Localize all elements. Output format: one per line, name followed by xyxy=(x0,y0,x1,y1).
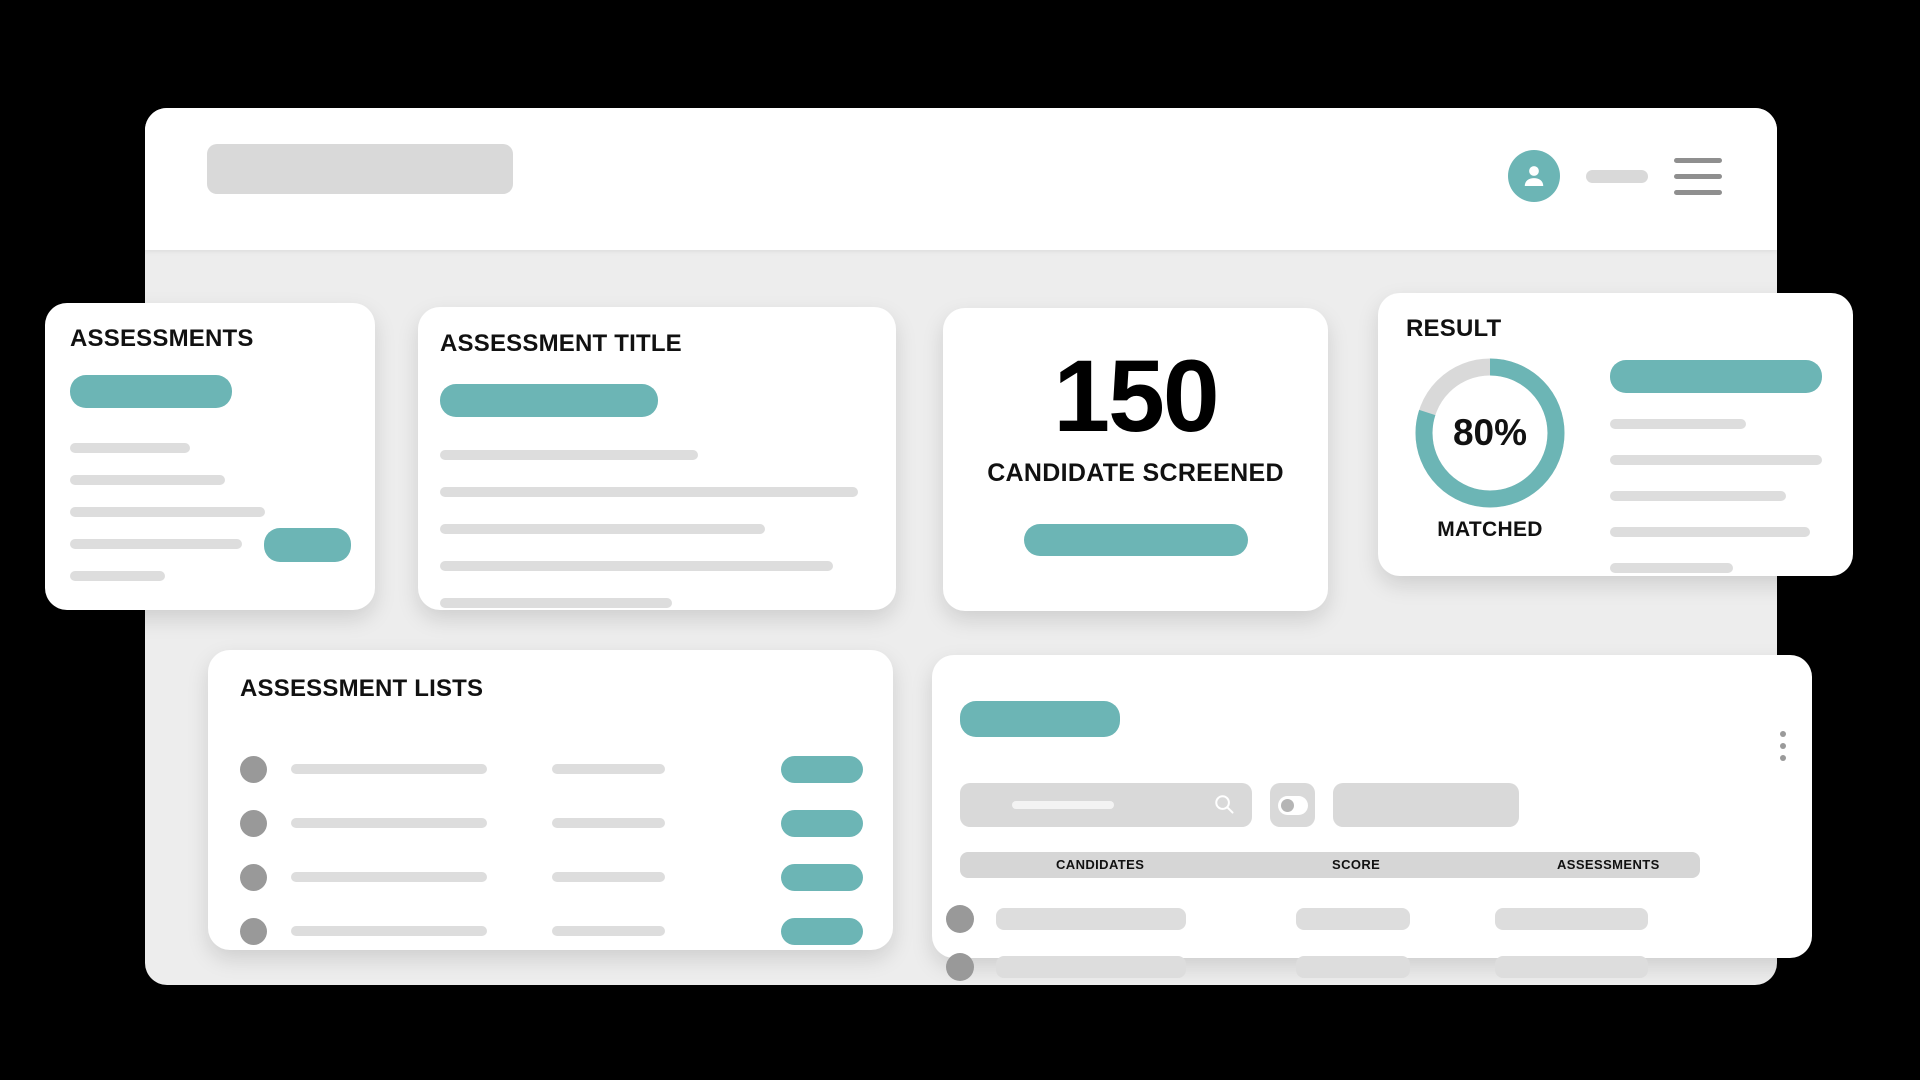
list-item-primary xyxy=(291,764,487,774)
table-body xyxy=(946,895,1746,991)
search-placeholder xyxy=(1012,801,1114,809)
result-percent-label: 80% xyxy=(1452,412,1528,453)
avatar xyxy=(240,863,267,891)
cell-assessment xyxy=(1495,908,1648,930)
search-input[interactable] xyxy=(960,783,1252,827)
assessment-lists-card[interactable]: ASSESSMENT LISTS xyxy=(208,650,893,950)
result-primary-bar[interactable] xyxy=(1610,360,1822,393)
result-heading: RESULT xyxy=(1406,315,1502,342)
avatar xyxy=(240,755,267,783)
table-toolbar xyxy=(960,783,1519,827)
screened-count: 150 xyxy=(1053,339,1219,453)
assessments-primary-bar[interactable] xyxy=(70,375,232,408)
avatar xyxy=(240,917,267,945)
table-row[interactable] xyxy=(946,895,1746,943)
header-actions xyxy=(1508,150,1722,202)
list-item-secondary xyxy=(552,764,665,774)
assessments-card[interactable]: ASSESSMENTS xyxy=(45,303,375,610)
list-item[interactable] xyxy=(240,850,863,904)
assessments-skeleton-lines xyxy=(70,443,342,603)
toggle-switch[interactable] xyxy=(1277,795,1308,815)
list-item-primary xyxy=(291,872,487,882)
candidates-table-card[interactable]: CANDIDATES SCORE ASSESSMENTS xyxy=(932,655,1812,981)
screened-caption: CANDIDATE SCREENED xyxy=(987,458,1284,487)
assessment-lists-rows xyxy=(240,742,863,958)
status-badge[interactable] xyxy=(781,809,863,837)
table-column-headers: CANDIDATES SCORE ASSESSMENTS xyxy=(960,852,1700,878)
list-item[interactable] xyxy=(240,796,863,850)
assessment-title-card[interactable]: ASSESSMENT TITLE xyxy=(418,307,896,610)
column-header-candidates: CANDIDATES xyxy=(1056,857,1145,872)
app-header xyxy=(145,108,1777,250)
page-title: ASSESSMENTS xyxy=(70,325,254,352)
status-badge[interactable] xyxy=(781,755,863,783)
list-item-secondary xyxy=(552,818,665,828)
assessment-title-heading: ASSESSMENT TITLE xyxy=(440,330,682,357)
list-item[interactable] xyxy=(240,742,863,796)
filter-toggle[interactable] xyxy=(1270,783,1315,827)
more-options-icon[interactable] xyxy=(1780,731,1786,761)
cell-candidate xyxy=(996,908,1186,930)
cell-score xyxy=(1296,908,1410,930)
column-header-score: SCORE xyxy=(1332,857,1381,872)
result-detail-lines xyxy=(1610,360,1822,573)
search-input[interactable] xyxy=(207,144,513,194)
avatar xyxy=(946,953,974,981)
table-title-bar[interactable] xyxy=(960,701,1120,737)
status-badge[interactable] xyxy=(781,863,863,891)
assessment-title-primary-bar[interactable] xyxy=(440,384,658,417)
list-item[interactable] xyxy=(240,904,863,958)
status-badge[interactable] xyxy=(781,917,863,945)
user-avatar-icon[interactable] xyxy=(1508,150,1560,202)
result-matched-caption: MATCHED xyxy=(1437,518,1543,541)
assessment-title-skeleton-lines xyxy=(440,450,860,635)
avatar xyxy=(240,809,267,837)
list-item-primary xyxy=(291,926,487,936)
assessment-lists-heading: ASSESSMENT LISTS xyxy=(240,675,484,702)
list-item-primary xyxy=(291,818,487,828)
list-item-secondary xyxy=(552,872,665,882)
cell-assessment xyxy=(1495,956,1648,978)
search-icon xyxy=(1213,793,1236,821)
list-item-secondary xyxy=(552,926,665,936)
assessments-action-button[interactable] xyxy=(264,528,351,562)
cell-candidate xyxy=(996,956,1186,978)
table-row[interactable] xyxy=(946,943,1746,991)
cell-score xyxy=(1296,956,1410,978)
column-header-assessments: ASSESSMENTS xyxy=(1557,857,1660,872)
result-card[interactable]: RESULT 80% MATCHED xyxy=(1378,293,1853,576)
result-donut-chart: 80% MATCHED xyxy=(1410,353,1590,543)
avatar xyxy=(946,905,974,933)
account-name-placeholder xyxy=(1586,169,1648,183)
screened-action-button[interactable] xyxy=(1023,523,1248,556)
filter-dropdown[interactable] xyxy=(1333,783,1519,827)
hamburger-menu-icon[interactable] xyxy=(1674,157,1722,195)
candidates-screened-card[interactable]: 150 CANDIDATE SCREENED xyxy=(943,308,1328,611)
